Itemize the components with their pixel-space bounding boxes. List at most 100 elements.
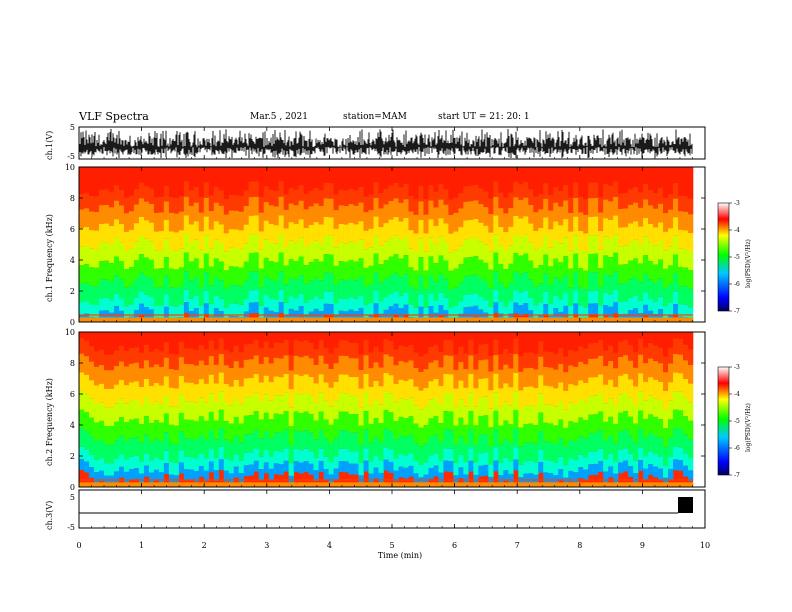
- spectrogram-cell: [498, 406, 504, 426]
- spectrogram-cell: [243, 317, 250, 322]
- spectrogram-cell: [668, 400, 674, 420]
- spectrogram-cell: [553, 277, 559, 296]
- spectrogram-cell: [223, 470, 230, 482]
- spectrogram-cell: [393, 439, 399, 459]
- spectrogram-cell: [578, 167, 584, 197]
- spectrogram-cell: [688, 317, 694, 322]
- spectrogram-cell: [438, 255, 444, 275]
- spectrogram-cell: [373, 418, 379, 437]
- spectrogram-cell: [313, 332, 319, 350]
- spectrogram-cell: [243, 261, 250, 281]
- spectrogram-cell: [578, 332, 584, 347]
- spectrogram-cell: [118, 189, 125, 206]
- spectrogram-cell: [173, 198, 180, 214]
- spectrogram-cell: [653, 264, 659, 284]
- spectrogram-cell: [653, 227, 659, 246]
- spectrogram-cell: [653, 466, 659, 478]
- spectrogram-cell: [433, 300, 439, 313]
- spectrogram-cell: [498, 167, 504, 193]
- spectrogram-cell: [498, 425, 504, 445]
- spectrogram-cell: [223, 199, 230, 215]
- spectrogram-cell: [313, 203, 319, 223]
- spectrogram-cell: [323, 317, 329, 322]
- spectrogram-cell: [588, 167, 594, 183]
- spectrogram-cell: [608, 379, 614, 399]
- spectrogram-cell: [673, 372, 679, 392]
- spectrogram-cell: [383, 428, 389, 448]
- spectrogram-cell: [113, 332, 120, 351]
- y-tick-label: -5: [67, 152, 75, 161]
- spectrogram-cell: [518, 427, 524, 447]
- y-tick-label: 6: [70, 390, 75, 399]
- spectrogram-cell: [398, 398, 404, 417]
- spectrogram-cell: [598, 448, 604, 462]
- spectrogram-cell: [368, 405, 374, 424]
- spectrogram-cell: [458, 482, 464, 487]
- spectrogram-cell: [438, 423, 444, 442]
- spectrogram-cell: [583, 307, 589, 321]
- spectrogram-cell: [303, 209, 309, 228]
- spectrogram-cell: [568, 350, 574, 366]
- spectrogram-cell: [333, 247, 339, 266]
- spectrogram-cell: [628, 189, 634, 205]
- spectrogram-cell: [203, 303, 210, 315]
- spectrogram-cell: [143, 257, 150, 277]
- spectrogram-cell: [258, 469, 264, 481]
- spectrogram-cell: [478, 344, 484, 361]
- spectrogram-cell: [183, 363, 190, 383]
- spectrogram-cell: [398, 435, 404, 455]
- spectrogram-cell: [398, 258, 404, 278]
- spectrogram-cell: [123, 306, 130, 319]
- plot-title: VLF Spectra: [79, 110, 149, 123]
- spectrogram-cell: [628, 260, 634, 280]
- spectrogram-cell: [478, 222, 484, 242]
- spectrogram-cell: [248, 181, 255, 198]
- spectrogram-cell: [158, 422, 165, 442]
- spectrogram-cell: [368, 284, 374, 304]
- spectrogram-cell: [493, 392, 499, 411]
- spectrogram-cell: [293, 242, 299, 262]
- spectrogram-cell: [248, 377, 255, 397]
- spectrogram-cell: [363, 230, 369, 250]
- spectrogram-cell: [583, 482, 589, 487]
- spectrogram-cell: [463, 257, 469, 277]
- spectrogram-cell: [638, 300, 644, 314]
- spectrogram-cell: [198, 482, 205, 487]
- spectrogram-cell: [323, 419, 329, 439]
- spectrogram-cell: [508, 473, 514, 485]
- spectrogram-cell: [598, 167, 604, 197]
- spectrogram-cell: [318, 205, 324, 225]
- x-tick-label: 2: [202, 541, 207, 550]
- spectrogram-cell: [618, 227, 624, 247]
- spectrogram-cell: [193, 258, 200, 278]
- spectrogram-cell: [658, 347, 664, 364]
- spectrogram-cell: [163, 376, 170, 395]
- spectrogram-cell: [208, 229, 215, 249]
- spectrogram-cell: [673, 304, 679, 315]
- spectrogram-cell: [308, 262, 314, 281]
- spectrogram-cell: [403, 381, 409, 400]
- spectrogram-cell: [603, 421, 609, 441]
- spectrogram-cell: [378, 317, 384, 322]
- spectrogram-cell: [88, 467, 95, 478]
- spectrogram-cell: [228, 266, 235, 285]
- spectrogram-cell: [333, 468, 339, 480]
- spectrogram-cell: [648, 358, 654, 378]
- spectrogram-cell: [483, 359, 489, 379]
- spectrogram-cell: [168, 332, 175, 354]
- spectrogram-cell: [463, 201, 469, 221]
- spectrogram-cell: [213, 187, 220, 203]
- spectrogram-cell: [483, 452, 489, 465]
- spectrogram-cell: [468, 238, 474, 258]
- spectrogram-cell: [448, 233, 454, 253]
- spectrogram-cell: [488, 445, 494, 465]
- spectrogram-cell: [513, 197, 519, 216]
- spectrogram-cell: [688, 307, 694, 320]
- spectrogram-cell: [513, 317, 519, 322]
- spectrogram-cell: [433, 167, 439, 192]
- spectrogram-cell: [573, 182, 579, 199]
- spectrogram-cell: [123, 250, 130, 270]
- spectrogram-cell: [528, 204, 534, 224]
- y-tick-label: 6: [70, 225, 75, 234]
- spectrogram-cell: [658, 400, 664, 420]
